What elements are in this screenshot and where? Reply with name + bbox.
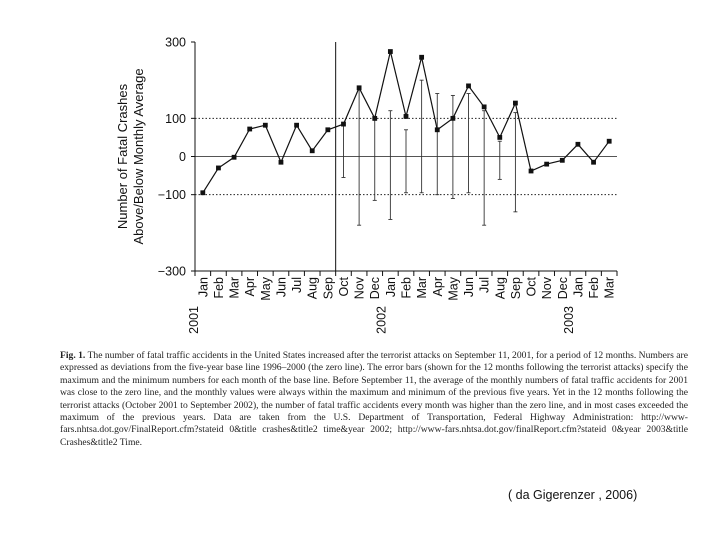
data-point-mar: [419, 54, 425, 60]
data-point-jun: [466, 83, 471, 89]
x-tick-label-oct: Oct: [337, 276, 351, 296]
y-axis-label-line-2: Above/Below Monthly Average: [131, 68, 146, 244]
data-point-jan: [387, 49, 393, 54]
x-tick-label-aug: Aug: [306, 277, 320, 299]
data-point-nov: [356, 85, 362, 91]
data-point-feb: [591, 159, 596, 165]
x-year-label-2001: 2001: [187, 306, 201, 334]
x-tick-label-dec: Dec: [556, 277, 570, 299]
x-tick-label-dec: Dec: [368, 277, 382, 299]
x-tick-label-mar: Mar: [603, 277, 617, 299]
figure-caption-text: The number of fatal traffic accidents in…: [60, 350, 688, 448]
data-point-apr: [247, 126, 253, 132]
x-tick-label-may: May: [446, 276, 460, 300]
x-tick-label-jul: Jul: [478, 277, 492, 293]
x-year-label-2003: 2003: [562, 306, 576, 334]
x-tick-label-feb: Feb: [212, 277, 226, 299]
data-point-dec: [372, 115, 378, 121]
data-point-may: [262, 122, 268, 128]
x-tick-label-feb: Feb: [400, 277, 414, 299]
x-tick-label-apr: Apr: [431, 277, 445, 296]
data-point-sep: [513, 100, 518, 106]
data-point-jan: [575, 141, 581, 147]
figure-caption: Fig. 1. The number of fatal traffic acci…: [60, 350, 688, 449]
data-point-nov: [544, 161, 550, 167]
data-point-jul: [294, 122, 299, 128]
y-axis-label: Number of Fatal Crashes Above/Below Month…: [115, 68, 146, 244]
x-tick-label-jan: Jan: [571, 277, 585, 297]
x-tick-label-jun: Jun: [462, 277, 476, 297]
x-tick-label-jan: Jan: [384, 277, 398, 297]
x-tick-label-jul: Jul: [290, 277, 304, 293]
figure-label: Fig. 1.: [60, 350, 86, 361]
data-point-oct: [528, 168, 534, 174]
x-year-label-2002: 2002: [374, 306, 388, 334]
data-point-dec: [559, 157, 565, 163]
x-tick-label-mar: Mar: [415, 277, 429, 299]
x-tick-label-jun: Jun: [274, 277, 288, 297]
y-tick-label: 0: [179, 150, 186, 164]
data-point-feb: [403, 114, 409, 119]
data-point-jul: [481, 104, 487, 110]
x-tick-label-aug: Aug: [493, 277, 507, 299]
x-tick-label-may: May: [259, 276, 273, 300]
data-point-jan: [200, 190, 206, 196]
data-point-aug: [309, 148, 315, 154]
source-credit: ( da Gigerenzer , 2006): [508, 488, 638, 502]
data-point-sep: [325, 127, 331, 133]
x-tick-label-nov: Nov: [353, 276, 367, 299]
data-point-mar: [231, 154, 237, 160]
y-tick-label: 300: [165, 36, 186, 50]
data-point-apr: [434, 127, 440, 133]
x-tick-label-nov: Nov: [540, 276, 554, 299]
series-fatal-crashes: [200, 49, 612, 196]
x-tick-label-sep: Sep: [509, 277, 523, 299]
y-tick-label: −300: [158, 265, 186, 279]
x-tick-label-jan: Jan: [196, 277, 210, 297]
error-bars: [341, 79, 518, 226]
x-tick-label-sep: Sep: [321, 277, 335, 299]
data-point-oct: [341, 121, 346, 127]
y-axis-ticks: 300 100 0 −100 −300: [158, 36, 195, 279]
data-point-aug: [497, 135, 503, 140]
y-axis-label-line-1: Number of Fatal Crashes: [115, 83, 130, 229]
data-point-mar: [606, 138, 612, 144]
x-axis-ticks: Jan Feb Mar Apr May Jun Jul Aug Sep Oct Nov Dec Jan F…: [187, 271, 618, 334]
x-tick-label-apr: Apr: [243, 277, 257, 296]
x-tick-label-feb: Feb: [587, 277, 601, 299]
data-point-jun: [278, 159, 284, 165]
x-tick-label-oct: Oct: [525, 276, 539, 296]
data-point-may: [450, 115, 456, 121]
data-point-feb: [216, 165, 221, 171]
y-tick-label: −100: [158, 188, 186, 202]
x-tick-label-mar: Mar: [228, 277, 242, 299]
y-tick-label: 100: [165, 112, 186, 126]
